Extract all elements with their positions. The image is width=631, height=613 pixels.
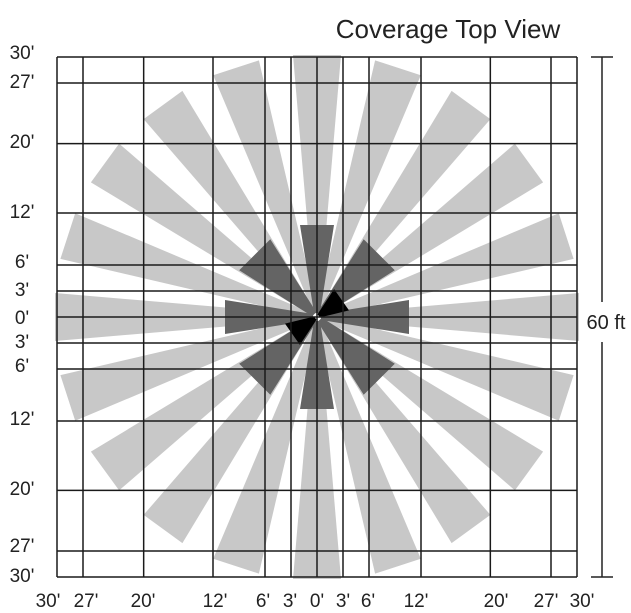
y-tick-label: 30' <box>10 566 35 587</box>
x-tick-label: 6' <box>361 591 375 612</box>
x-tick-label: 27' <box>534 591 559 612</box>
y-tick-label: 3' <box>15 332 29 353</box>
y-tick-label: 30' <box>10 43 35 64</box>
y-tick-label: 27' <box>10 536 35 557</box>
diagram-title: Coverage Top View <box>336 14 561 44</box>
mid-range-beam <box>239 239 317 317</box>
y-tick-label: 12' <box>10 202 35 223</box>
x-tick-label: 20' <box>484 591 509 612</box>
y-tick-label: 27' <box>10 72 35 93</box>
y-axis-ticks: 30' 27' 20' 12' 6' 3' 0' 3' 6' 12' 20' 2… <box>10 43 35 587</box>
y-tick-label: 12' <box>10 409 35 430</box>
y-tick-label: 20' <box>10 132 35 153</box>
x-tick-label: 20' <box>131 591 156 612</box>
dimension-label: 60 ft <box>587 312 626 334</box>
x-tick-label: 12' <box>203 591 228 612</box>
short-range-beam <box>285 316 317 345</box>
x-tick-label: 27' <box>74 591 99 612</box>
y-tick-label: 0' <box>15 308 29 329</box>
coverage-grid <box>56 56 578 578</box>
y-tick-label: 6' <box>15 356 29 377</box>
x-tick-label: 3' <box>283 591 297 612</box>
y-tick-label: 3' <box>15 280 29 301</box>
mid-range-beam <box>317 317 395 395</box>
dimension-indicator: 60 ft <box>587 56 626 578</box>
short-range-zone <box>285 289 349 345</box>
short-range-beam <box>317 289 349 318</box>
x-tick-label: 3' <box>336 591 350 612</box>
x-tick-label: 6' <box>256 591 270 612</box>
x-tick-label: 12' <box>404 591 429 612</box>
x-tick-label: 30' <box>36 591 61 612</box>
y-tick-label: 6' <box>15 252 29 273</box>
x-tick-label: 0' <box>310 591 324 612</box>
x-tick-label: 30' <box>570 591 595 612</box>
y-tick-label: 20' <box>10 479 35 500</box>
x-axis-ticks: 30' 27' 20' 12' 6' 3' 0' 3' 6' 12' 20' 2… <box>36 591 595 612</box>
